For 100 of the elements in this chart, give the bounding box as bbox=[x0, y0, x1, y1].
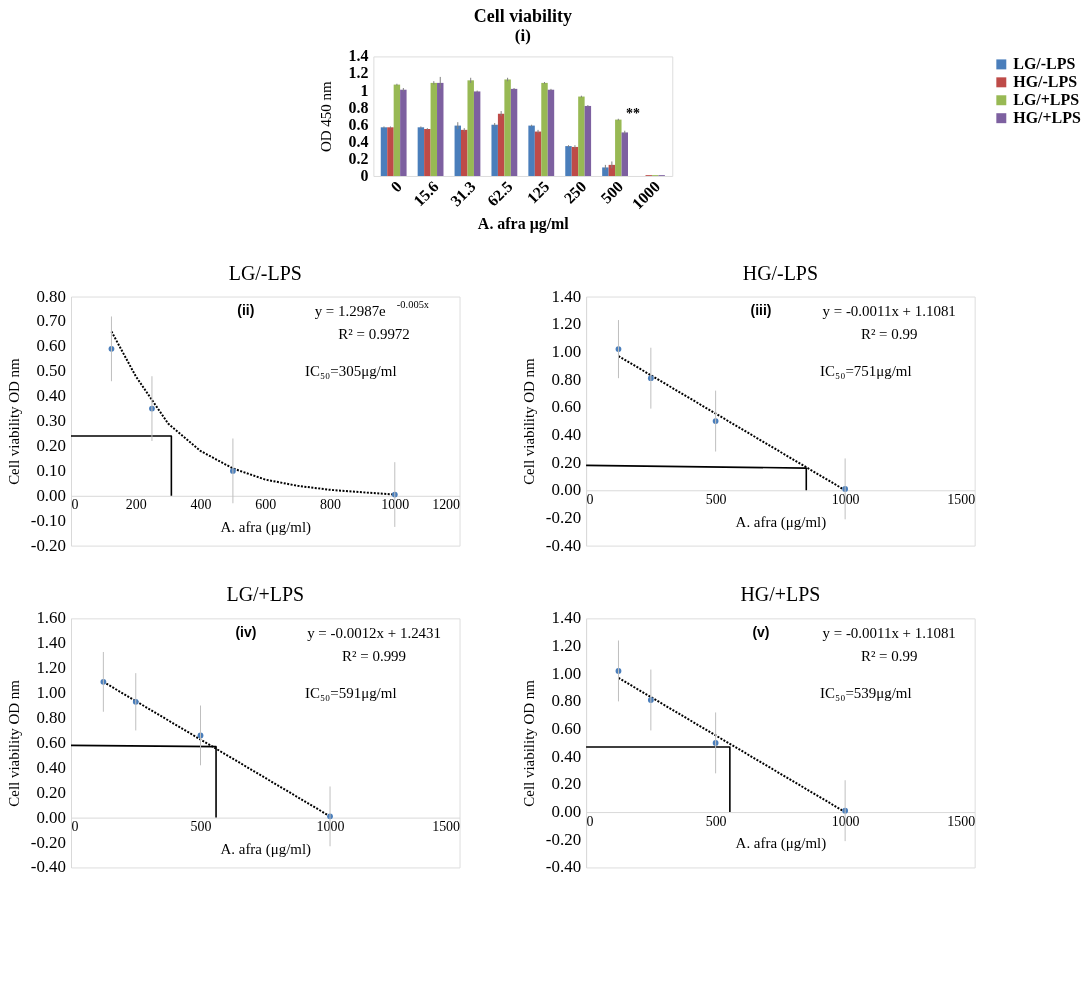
y-tick-label: 0.60 bbox=[551, 719, 582, 739]
annotation: IC₅₀=591μg/ml bbox=[304, 685, 397, 702]
x-tick-label: 200 bbox=[125, 497, 147, 513]
y-tick-label: 0.6 bbox=[348, 115, 369, 133]
legend-label: HG/-LPS bbox=[1013, 73, 1078, 91]
x-tick-label: 500 bbox=[597, 177, 627, 207]
y-tick-label: 0.80 bbox=[36, 707, 67, 727]
y-tick-label: 0.80 bbox=[551, 691, 582, 711]
x-tick-label: 500 bbox=[705, 813, 727, 829]
x-tick-label: 0 bbox=[71, 819, 79, 835]
y-axis-title: OD 450 nm bbox=[318, 81, 335, 152]
y-tick-label: 1.40 bbox=[551, 286, 582, 306]
y-tick-label: 0.8 bbox=[348, 98, 369, 116]
y-tick-label: 1.40 bbox=[551, 608, 582, 628]
y-tick-label: -0.40 bbox=[30, 857, 67, 877]
y-tick-label: 0.00 bbox=[36, 485, 67, 505]
y-tick-label: 1.20 bbox=[551, 314, 582, 334]
x-axis-title: A. afra (μg/ml) bbox=[735, 835, 827, 853]
x-axis-title: A. afra (μg/ml) bbox=[735, 513, 827, 531]
x-tick-label: 1500 bbox=[947, 491, 976, 507]
x-tick-label: 1000 bbox=[831, 813, 860, 829]
y-tick-label: 1.00 bbox=[551, 341, 582, 361]
y-tick-label: 0.60 bbox=[36, 336, 67, 356]
y-tick-label: 0.4 bbox=[348, 132, 369, 150]
y-tick-label: 0.40 bbox=[36, 757, 67, 777]
annotation: ** bbox=[626, 106, 641, 122]
annotation: R² = 0.999 bbox=[342, 647, 407, 664]
y-tick-label: 0.10 bbox=[36, 460, 67, 480]
y-tick-label: 0.40 bbox=[36, 386, 67, 406]
x-tick-label: 500 bbox=[705, 491, 727, 507]
y-tick-label: -0.40 bbox=[545, 857, 582, 877]
x-tick-label: 400 bbox=[190, 497, 212, 513]
y-tick-label: 0.20 bbox=[36, 782, 67, 802]
x-tick-label: 0 bbox=[387, 177, 405, 196]
y-tick-label: 0 bbox=[360, 166, 369, 184]
y-tick-label: 0.00 bbox=[551, 480, 582, 500]
x-tick-label: 1000 bbox=[381, 497, 410, 513]
y-axis-title: Cell viability OD nm bbox=[5, 679, 22, 807]
legend-label: LG/-LPS bbox=[1013, 55, 1076, 73]
y-tick-label: -0.10 bbox=[30, 510, 67, 530]
y-tick-label: 0.20 bbox=[36, 435, 67, 455]
x-axis-title: A. afra (μg/ml) bbox=[220, 840, 312, 858]
y-tick-label: 0.00 bbox=[551, 802, 582, 822]
x-tick-label: 62.5 bbox=[483, 177, 516, 210]
y-tick-label: -0.40 bbox=[545, 535, 582, 555]
annotation: (v) bbox=[752, 624, 770, 641]
y-tick-label: -0.20 bbox=[30, 535, 67, 555]
x-tick-label: 125 bbox=[523, 177, 553, 207]
y-tick-label: -0.20 bbox=[545, 829, 582, 849]
y-tick-label: 0.20 bbox=[551, 774, 582, 794]
y-tick-label: 1.20 bbox=[551, 636, 582, 656]
x-axis-title: A. afra (μg/ml) bbox=[220, 519, 312, 537]
y-tick-label: 1.4 bbox=[348, 47, 369, 65]
annotation: R² = 0.9972 bbox=[338, 325, 410, 342]
annotation: (iv) bbox=[235, 624, 257, 641]
annotation: IC₅₀=305μg/ml bbox=[304, 363, 397, 380]
x-tick-label: 500 bbox=[190, 819, 212, 835]
legend-label: HG/+LPS bbox=[1013, 109, 1081, 127]
y-tick-label: 0.80 bbox=[551, 369, 582, 389]
x-tick-label: 250 bbox=[560, 177, 590, 207]
x-tick-label: 0 bbox=[586, 813, 594, 829]
y-tick-label: 0.80 bbox=[36, 286, 67, 306]
y-tick-label: 1.2 bbox=[348, 64, 369, 82]
y-tick-label: 0.00 bbox=[36, 807, 67, 827]
y-axis-title: Cell viability OD nm bbox=[520, 679, 537, 807]
y-tick-label: 0.60 bbox=[551, 397, 582, 417]
x-tick-label: 1500 bbox=[947, 813, 976, 829]
y-tick-label: 0.20 bbox=[551, 452, 582, 472]
x-tick-label: 15.6 bbox=[410, 177, 442, 210]
y-tick-label: 1.00 bbox=[36, 683, 67, 703]
x-tick-label: 1000 bbox=[316, 819, 345, 835]
chart-title: LG/-LPS bbox=[228, 261, 302, 284]
y-tick-label: 0.40 bbox=[551, 424, 582, 444]
annotation: IC₅₀=751μg/ml bbox=[820, 363, 912, 380]
x-tick-label: 1000 bbox=[831, 491, 860, 507]
y-tick-label: 0.2 bbox=[348, 149, 369, 167]
annotation: y = -0.0012x + 1.2431 bbox=[307, 625, 441, 642]
chart-title: HG/+LPS bbox=[740, 583, 821, 606]
y-tick-label: 1.40 bbox=[36, 633, 67, 653]
annotation: y = 1.2987e-0.005x bbox=[314, 299, 430, 320]
x-tick-label: 0 bbox=[586, 491, 594, 507]
x-tick-label: 1200 bbox=[432, 497, 461, 513]
chart-subtitle: (i) bbox=[514, 26, 531, 46]
chart-title: LG/+LPS bbox=[226, 583, 305, 606]
annotation: y = -0.0011x + 1.1081 bbox=[822, 625, 956, 642]
y-tick-label: 0.60 bbox=[36, 732, 67, 752]
y-tick-label: 0.40 bbox=[551, 746, 582, 766]
y-tick-label: 0.30 bbox=[36, 411, 67, 431]
y-tick-label: 0.70 bbox=[36, 311, 67, 331]
x-tick-label: 1000 bbox=[628, 177, 664, 213]
annotation: IC₅₀=539μg/ml bbox=[820, 685, 912, 702]
annotation: (iii) bbox=[750, 302, 772, 319]
x-tick-label: 600 bbox=[255, 497, 277, 513]
annotation: R² = 0.99 bbox=[860, 647, 918, 664]
chart-title: HG/-LPS bbox=[742, 261, 818, 284]
x-tick-label: 1500 bbox=[432, 819, 461, 835]
x-axis-title: A. afra μg/ml bbox=[477, 215, 570, 234]
x-tick-label: 800 bbox=[320, 497, 342, 513]
legend-label: LG/+LPS bbox=[1013, 91, 1080, 109]
annotation: R² = 0.99 bbox=[860, 325, 918, 342]
